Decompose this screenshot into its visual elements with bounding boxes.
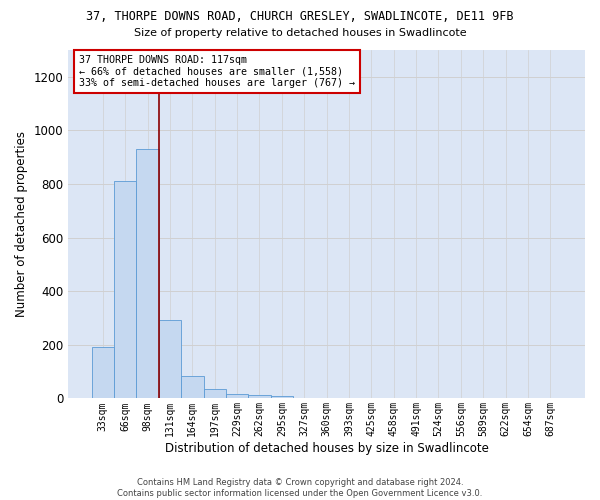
Bar <box>226 394 248 398</box>
Text: Contains HM Land Registry data © Crown copyright and database right 2024.
Contai: Contains HM Land Registry data © Crown c… <box>118 478 482 498</box>
Text: 37, THORPE DOWNS ROAD, CHURCH GRESLEY, SWADLINCOTE, DE11 9FB: 37, THORPE DOWNS ROAD, CHURCH GRESLEY, S… <box>86 10 514 23</box>
Bar <box>271 396 293 398</box>
Bar <box>114 182 136 398</box>
Bar <box>203 389 226 398</box>
Y-axis label: Number of detached properties: Number of detached properties <box>15 131 28 317</box>
Bar <box>181 376 203 398</box>
Text: Size of property relative to detached houses in Swadlincote: Size of property relative to detached ho… <box>134 28 466 38</box>
Text: 37 THORPE DOWNS ROAD: 117sqm
← 66% of detached houses are smaller (1,558)
33% of: 37 THORPE DOWNS ROAD: 117sqm ← 66% of de… <box>79 55 355 88</box>
Bar <box>136 150 159 398</box>
Bar <box>92 346 114 399</box>
Bar <box>159 320 181 398</box>
Bar <box>248 395 271 398</box>
X-axis label: Distribution of detached houses by size in Swadlincote: Distribution of detached houses by size … <box>164 442 488 455</box>
